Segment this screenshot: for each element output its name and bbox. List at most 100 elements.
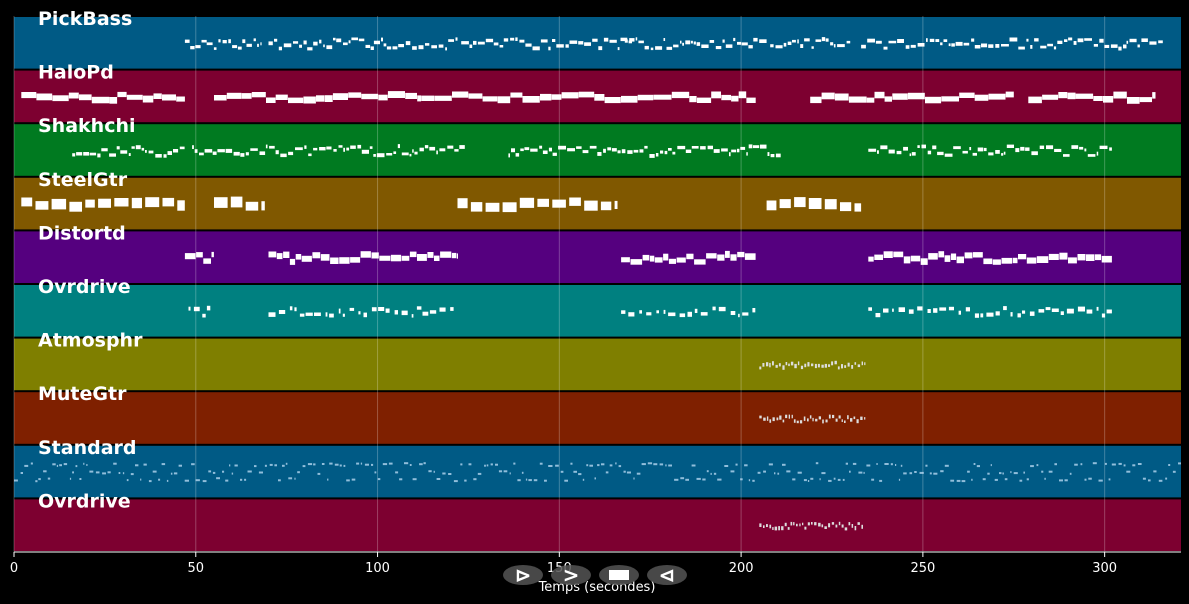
note — [419, 463, 423, 466]
fast-forward-button[interactable]: > — [551, 563, 591, 587]
note — [120, 150, 128, 154]
note — [548, 465, 553, 467]
note — [1013, 472, 1018, 475]
note — [759, 39, 767, 43]
note — [199, 152, 204, 156]
note — [1118, 462, 1122, 465]
note — [696, 477, 701, 480]
note — [1057, 40, 1063, 44]
note — [194, 149, 198, 153]
note — [1099, 145, 1108, 149]
note — [1001, 44, 1009, 47]
note — [1096, 151, 1099, 156]
note — [482, 96, 498, 102]
note — [639, 149, 644, 153]
note — [1010, 312, 1013, 317]
note — [1158, 40, 1163, 44]
note — [117, 91, 127, 98]
note — [377, 478, 381, 481]
note — [418, 45, 424, 50]
note — [668, 258, 676, 264]
note — [834, 93, 849, 101]
note — [676, 257, 686, 263]
note — [364, 463, 369, 466]
note — [811, 522, 813, 525]
note — [582, 478, 585, 481]
note — [268, 251, 277, 258]
x-tick-label: 250 — [910, 561, 935, 576]
note — [656, 310, 659, 314]
note — [537, 198, 549, 207]
note — [231, 472, 234, 475]
note — [674, 478, 679, 481]
note — [937, 151, 944, 156]
note — [320, 254, 330, 261]
note — [495, 463, 498, 466]
note — [373, 40, 380, 45]
note — [925, 96, 942, 104]
note — [680, 40, 682, 44]
note — [245, 152, 249, 156]
note — [785, 414, 788, 419]
note — [1098, 479, 1103, 482]
note — [848, 96, 867, 103]
note — [609, 464, 613, 467]
note — [995, 311, 1000, 316]
play-button[interactable]: ⊳ — [503, 563, 543, 587]
note — [844, 420, 846, 423]
track-labels: PickBass HaloPd Shakhchi SteelGtr Distortd Ov… — [38, 8, 143, 512]
note — [983, 258, 993, 265]
note — [943, 39, 948, 42]
note — [953, 146, 961, 150]
note — [948, 306, 954, 311]
note — [897, 39, 904, 43]
note — [1036, 256, 1049, 263]
note — [809, 415, 812, 419]
note — [266, 97, 276, 103]
note — [730, 311, 736, 315]
note — [299, 313, 305, 317]
note — [951, 43, 955, 47]
note — [363, 312, 367, 318]
note — [131, 197, 142, 209]
note — [333, 37, 336, 41]
note — [326, 45, 333, 50]
note — [841, 364, 843, 369]
note — [412, 46, 417, 50]
stop-button[interactable] — [599, 565, 639, 585]
note — [369, 146, 373, 149]
note — [497, 96, 511, 104]
note — [905, 45, 910, 49]
note — [190, 46, 195, 50]
note — [994, 478, 998, 481]
note — [958, 310, 961, 315]
note — [853, 416, 856, 420]
note — [131, 146, 135, 149]
note — [900, 464, 903, 467]
note — [442, 472, 446, 475]
note — [1111, 463, 1116, 466]
note — [308, 153, 312, 157]
note — [229, 464, 231, 467]
note — [1017, 313, 1021, 318]
note — [600, 201, 612, 211]
note — [818, 416, 821, 420]
rewind-button[interactable]: ⊲ — [647, 563, 687, 587]
note — [170, 472, 173, 475]
note — [861, 524, 863, 529]
note — [1058, 92, 1068, 99]
note — [738, 91, 747, 99]
note — [807, 522, 810, 526]
note — [313, 41, 318, 46]
note — [782, 365, 785, 370]
note — [867, 38, 875, 43]
note — [1137, 463, 1142, 465]
note — [744, 464, 748, 467]
note — [974, 45, 981, 49]
note — [360, 462, 363, 465]
note — [398, 44, 404, 48]
note — [346, 479, 350, 482]
note — [97, 153, 101, 158]
note — [276, 253, 283, 260]
note — [950, 479, 955, 482]
